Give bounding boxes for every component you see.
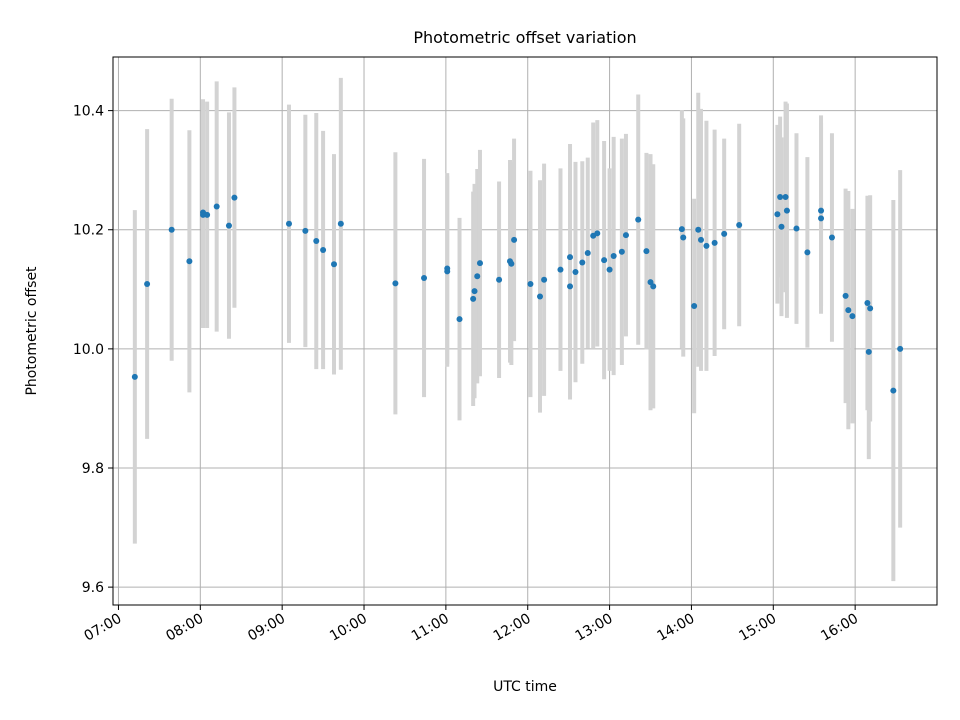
data-point bbox=[643, 248, 650, 255]
chart-title: Photometric offset variation bbox=[413, 28, 636, 47]
y-tick-label: 9.8 bbox=[82, 461, 104, 477]
data-point bbox=[131, 373, 138, 380]
data-point bbox=[579, 259, 586, 266]
data-point bbox=[594, 230, 601, 237]
y-axis-label: Photometric offset bbox=[24, 266, 40, 396]
data-point bbox=[474, 273, 481, 280]
data-point bbox=[680, 234, 687, 241]
data-point bbox=[421, 274, 428, 281]
y-tick-label: 10.2 bbox=[73, 223, 104, 239]
data-point bbox=[635, 216, 642, 223]
data-point bbox=[711, 239, 718, 246]
data-point bbox=[337, 220, 344, 227]
data-point bbox=[320, 246, 327, 253]
plot-frame bbox=[112, 56, 938, 606]
data-point bbox=[622, 232, 629, 239]
data-point bbox=[331, 261, 338, 268]
data-point bbox=[508, 260, 515, 267]
data-point bbox=[168, 226, 175, 233]
data-point bbox=[456, 316, 463, 323]
data-point bbox=[849, 313, 856, 320]
data-point bbox=[691, 302, 698, 309]
data-point bbox=[774, 211, 781, 218]
data-point bbox=[865, 348, 872, 355]
data-point bbox=[793, 225, 800, 232]
data-point bbox=[557, 266, 564, 273]
data-point bbox=[678, 226, 685, 233]
data-point bbox=[213, 203, 220, 210]
data-point bbox=[618, 248, 625, 255]
data-point bbox=[867, 305, 874, 312]
data-point bbox=[842, 292, 849, 299]
data-point bbox=[777, 193, 784, 200]
data-point bbox=[650, 283, 657, 290]
data-point bbox=[471, 288, 478, 295]
data-point bbox=[537, 293, 544, 300]
x-axis-label: UTC time bbox=[493, 679, 557, 695]
y-axis-ticks: 9.6 9.8 10.0 10.2 10.4 bbox=[73, 104, 113, 596]
data-point bbox=[818, 207, 825, 214]
data-point bbox=[610, 252, 617, 259]
data-point bbox=[567, 283, 574, 290]
data-point bbox=[511, 236, 518, 243]
y-tick-label: 9.6 bbox=[82, 580, 104, 596]
data-point bbox=[897, 345, 904, 352]
data-point bbox=[845, 307, 852, 314]
data-point bbox=[204, 211, 211, 218]
data-points bbox=[131, 193, 904, 394]
data-point bbox=[783, 207, 790, 214]
data-point bbox=[697, 236, 704, 243]
data-point bbox=[444, 268, 451, 275]
data-point bbox=[572, 269, 579, 276]
data-point bbox=[527, 280, 534, 287]
data-point bbox=[736, 221, 743, 228]
data-point bbox=[470, 295, 477, 302]
data-point bbox=[890, 387, 897, 394]
data-point bbox=[302, 227, 309, 234]
data-point bbox=[695, 226, 702, 233]
data-point bbox=[703, 242, 710, 249]
data-point bbox=[828, 234, 835, 241]
y-tick-label: 10.0 bbox=[73, 342, 104, 358]
y-tick-label: 10.4 bbox=[73, 104, 104, 120]
data-point bbox=[225, 222, 232, 229]
grid-lines bbox=[113, 57, 937, 605]
data-point bbox=[584, 249, 591, 256]
data-point bbox=[804, 249, 811, 256]
data-point bbox=[313, 238, 320, 245]
data-point bbox=[496, 276, 503, 283]
data-point bbox=[601, 257, 608, 264]
data-point bbox=[186, 258, 193, 265]
data-point bbox=[864, 300, 871, 307]
data-point bbox=[782, 193, 789, 200]
data-point bbox=[285, 220, 292, 227]
data-point bbox=[476, 260, 483, 267]
data-point bbox=[606, 266, 613, 273]
data-point bbox=[721, 230, 728, 237]
data-point bbox=[231, 194, 238, 201]
data-point bbox=[541, 276, 548, 283]
data-point bbox=[392, 280, 399, 287]
data-point bbox=[778, 223, 785, 230]
data-point bbox=[818, 215, 825, 222]
data-point bbox=[144, 280, 151, 287]
data-point bbox=[567, 254, 574, 261]
